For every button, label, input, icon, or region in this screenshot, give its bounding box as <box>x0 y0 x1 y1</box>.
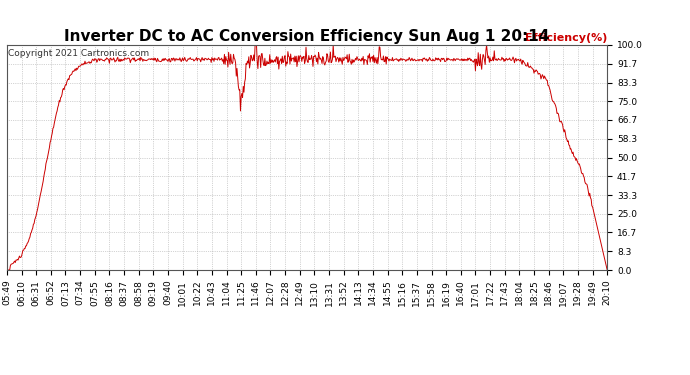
Title: Inverter DC to AC Conversion Efficiency Sun Aug 1 20:14: Inverter DC to AC Conversion Efficiency … <box>64 29 550 44</box>
Text: Efficiency(%): Efficiency(%) <box>525 33 607 43</box>
Text: Copyright 2021 Cartronics.com: Copyright 2021 Cartronics.com <box>8 50 148 58</box>
